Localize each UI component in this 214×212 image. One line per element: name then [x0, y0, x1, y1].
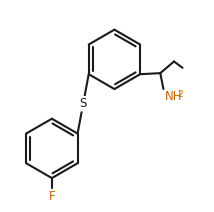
Text: F: F: [49, 190, 55, 203]
Text: 2: 2: [177, 90, 183, 99]
Text: NH: NH: [165, 90, 183, 103]
Text: S: S: [79, 97, 87, 110]
